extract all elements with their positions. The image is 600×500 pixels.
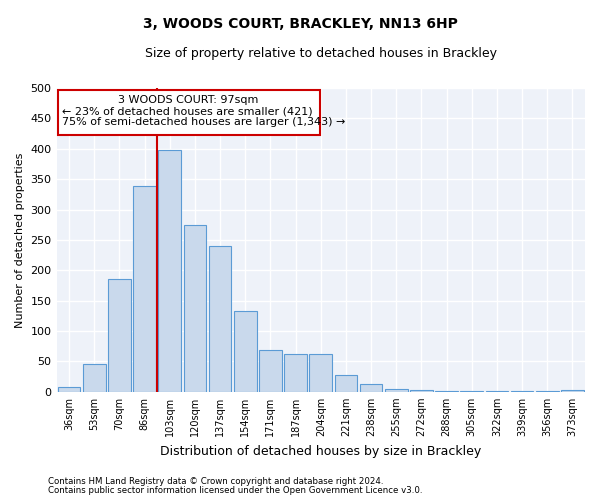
FancyBboxPatch shape bbox=[58, 90, 320, 135]
Bar bbox=[485, 391, 508, 392]
Bar bbox=[561, 390, 584, 392]
Bar bbox=[511, 391, 533, 392]
Y-axis label: Number of detached properties: Number of detached properties bbox=[15, 152, 25, 328]
Bar bbox=[234, 311, 257, 392]
Bar bbox=[435, 390, 458, 392]
Bar bbox=[335, 376, 357, 392]
Bar bbox=[536, 391, 559, 392]
Bar bbox=[209, 246, 232, 392]
Text: ← 23% of detached houses are smaller (421): ← 23% of detached houses are smaller (42… bbox=[62, 106, 312, 117]
Title: Size of property relative to detached houses in Brackley: Size of property relative to detached ho… bbox=[145, 48, 497, 60]
Text: 75% of semi-detached houses are larger (1,343) →: 75% of semi-detached houses are larger (… bbox=[62, 117, 345, 127]
Text: 3, WOODS COURT, BRACKLEY, NN13 6HP: 3, WOODS COURT, BRACKLEY, NN13 6HP bbox=[143, 18, 457, 32]
Bar bbox=[184, 224, 206, 392]
Text: Contains HM Land Registry data © Crown copyright and database right 2024.: Contains HM Land Registry data © Crown c… bbox=[48, 477, 383, 486]
X-axis label: Distribution of detached houses by size in Brackley: Distribution of detached houses by size … bbox=[160, 444, 481, 458]
Bar bbox=[360, 384, 382, 392]
Bar bbox=[58, 387, 80, 392]
Bar bbox=[310, 354, 332, 392]
Bar bbox=[83, 364, 106, 392]
Bar bbox=[410, 390, 433, 392]
Text: Contains public sector information licensed under the Open Government Licence v3: Contains public sector information licen… bbox=[48, 486, 422, 495]
Bar bbox=[158, 150, 181, 392]
Bar bbox=[284, 354, 307, 392]
Bar bbox=[108, 280, 131, 392]
Bar bbox=[385, 389, 407, 392]
Bar bbox=[460, 391, 483, 392]
Text: 3 WOODS COURT: 97sqm: 3 WOODS COURT: 97sqm bbox=[118, 96, 259, 106]
Bar bbox=[133, 186, 156, 392]
Bar bbox=[259, 350, 282, 392]
